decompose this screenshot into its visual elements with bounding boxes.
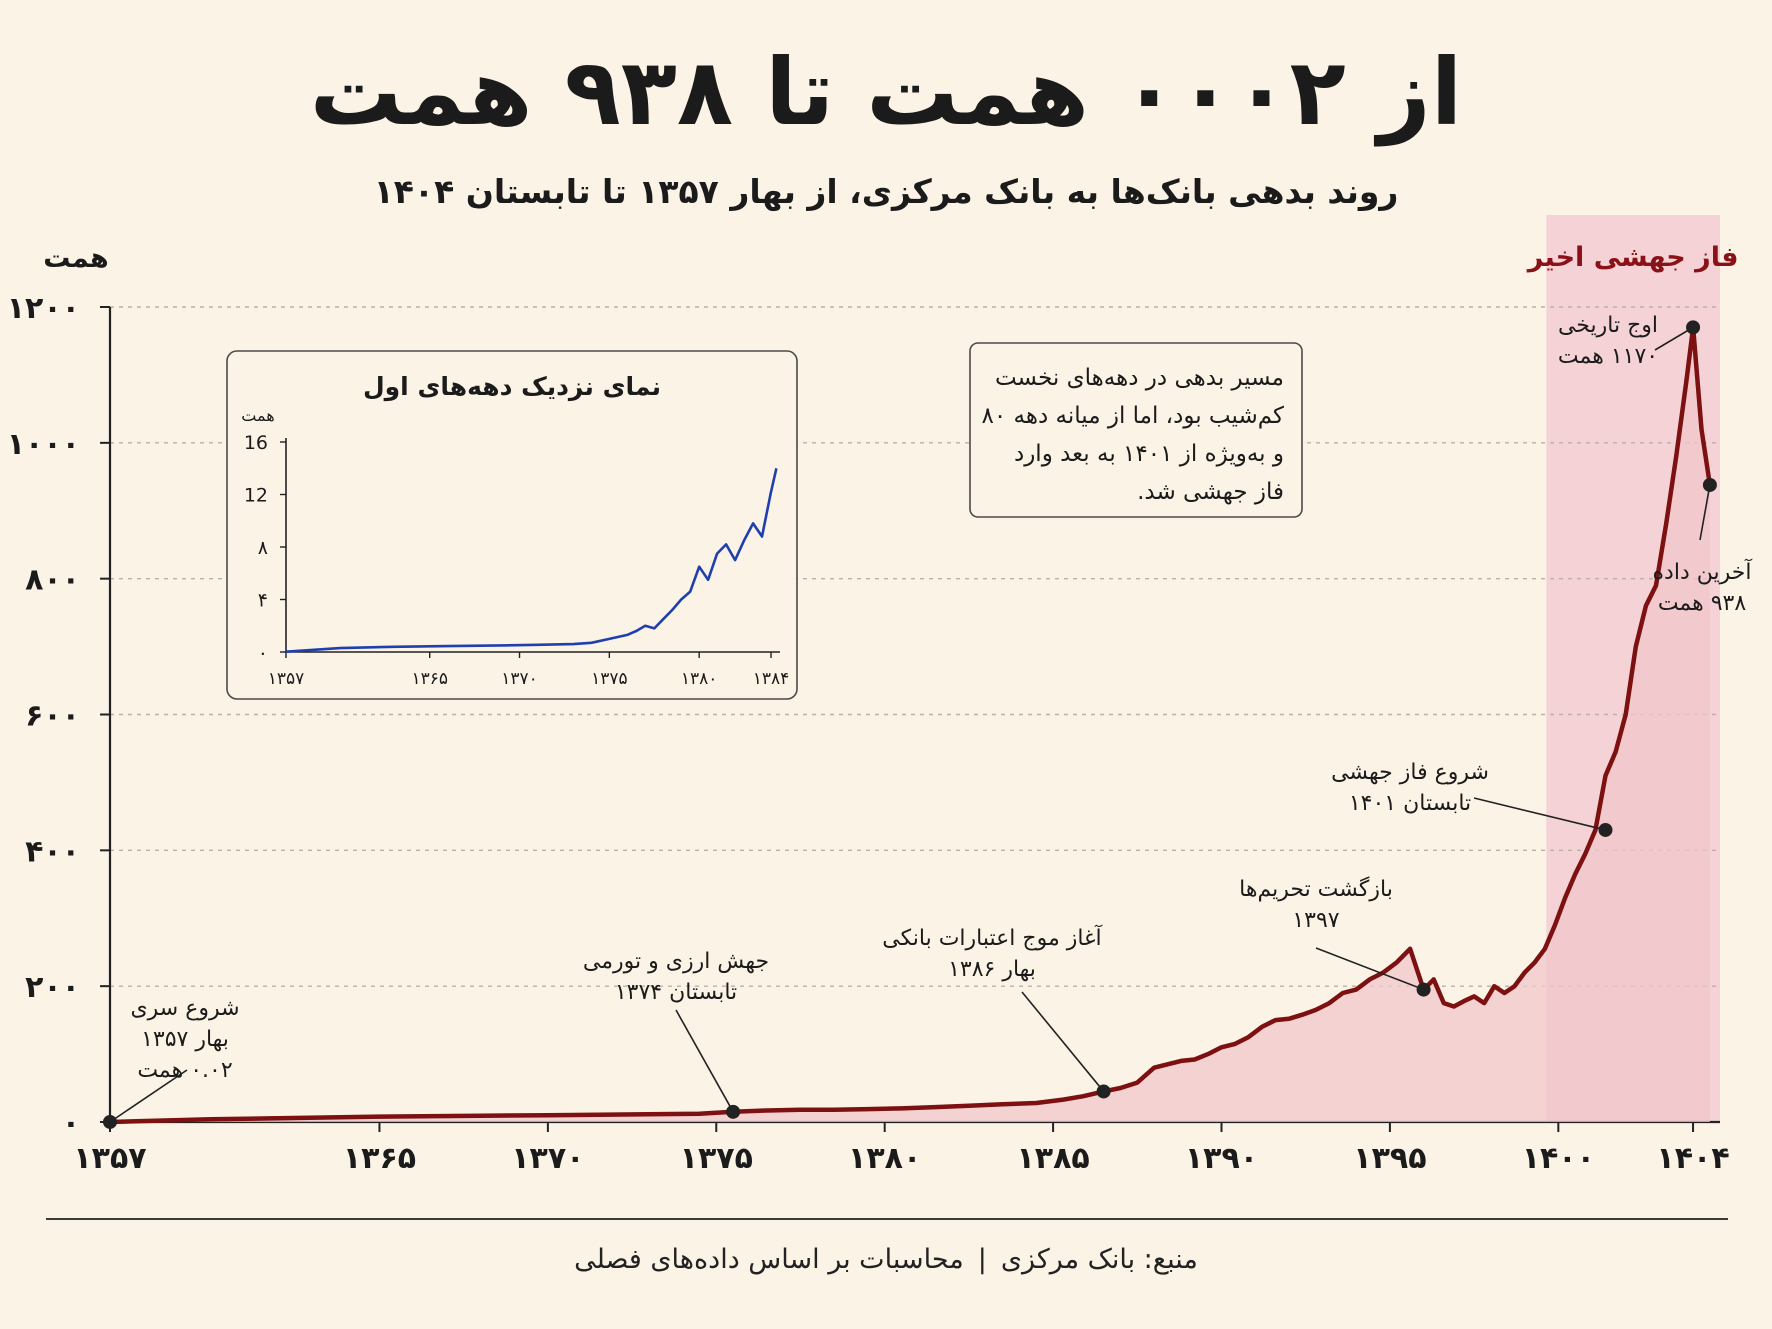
y-tick-label: ۸۰۰ — [25, 563, 80, 598]
annotation-label: ۱۳۹۷ — [1292, 908, 1339, 933]
x-tick-label: ۱۳۵۷ — [73, 1141, 146, 1176]
note-line: کم‌شیب بود، اما از میانه دهه ۸۰ — [981, 403, 1284, 429]
x-tick-label: ۱۴۰۴ — [1656, 1141, 1729, 1176]
inset-x-tick-label: ۱۳۷۰ — [501, 669, 538, 689]
annotation-label: تابستان ۱۴۰۱ — [1349, 791, 1471, 816]
annotation-leader — [1699, 484, 1711, 541]
y-tick-label: ۱۲۰۰ — [7, 291, 80, 326]
note-line: و به‌ویژه از ۱۴۰۱ به بعد وارد — [1014, 441, 1284, 467]
inset-y-tick-label: 12 — [244, 485, 268, 507]
inset-x-tick-label: ۱۳۶۵ — [411, 669, 448, 689]
annotation-label: ۹۳۸ همت — [1658, 591, 1747, 616]
annotation-dot — [103, 1114, 117, 1129]
annotation-leader — [675, 1009, 734, 1113]
source-label: منبع: بانک مرکزی — [1000, 1244, 1198, 1275]
inset-y-tick-label: 16 — [244, 432, 268, 454]
phase-band-label: فاز جهشی اخیر — [1526, 242, 1739, 273]
inset-box — [226, 350, 798, 700]
inset-x-tick-label: ۱۳۸۰ — [681, 669, 718, 689]
x-tick-label: ۱۳۹۰ — [1185, 1141, 1258, 1176]
annotation-dot — [1416, 982, 1431, 997]
inset-x-tick-label: ۱۳۷۵ — [591, 669, 628, 689]
annotation-leader — [1473, 797, 1606, 831]
annotation-leader — [1021, 991, 1105, 1092]
x-tick-label: ۱۳۸۵ — [1016, 1141, 1089, 1176]
y-axis-unit: همت — [43, 243, 108, 274]
annotation-leader — [1654, 326, 1694, 351]
annotation-dot — [1702, 477, 1717, 492]
x-tick-label: ۱۳۹۵ — [1353, 1141, 1426, 1176]
inset-y-unit: همت — [241, 406, 274, 425]
x-tick-label: ۱۳۷۰ — [511, 1141, 584, 1176]
annotation-label: بهار ۱۳۸۶ — [948, 957, 1036, 982]
series-line — [109, 325, 1713, 1125]
annotation-label: بهار ۱۳۵۷ — [141, 1027, 229, 1052]
annotation-dot — [1598, 822, 1613, 837]
annotation-dot — [1686, 320, 1701, 335]
inset-y-tick-label: ۰ — [258, 642, 268, 664]
y-tick-label: ۲۰۰ — [25, 970, 80, 1005]
annotation-leader — [1315, 947, 1424, 991]
series-area — [110, 327, 1710, 1122]
source-note: محاسبات بر اساس داده‌های فصلی — [574, 1244, 964, 1275]
x-tick-label: ۱۴۰۰ — [1522, 1141, 1595, 1176]
annotation-label: شروع فاز جهشی — [1331, 760, 1489, 785]
annotation-label: آخرین داده — [1653, 558, 1753, 585]
annotation-dot — [726, 1104, 741, 1119]
chart-subtitle: روند بدهی بانک‌ها به بانک مرکزی، از بهار… — [373, 172, 1399, 211]
note-box — [969, 342, 1303, 518]
x-tick-label: ۱۳۷۵ — [680, 1141, 753, 1176]
inset-y-tick-label: ۸ — [258, 537, 268, 559]
annotation-label: ۰.۰۲ همت — [137, 1058, 232, 1083]
annotation-label: تابستان ۱۳۷۴ — [615, 980, 737, 1005]
annotation-label: شروع سری — [130, 996, 239, 1021]
y-tick-label: ۶۰۰ — [25, 699, 80, 734]
x-tick-label: ۱۳۸۰ — [848, 1141, 921, 1176]
annotation-leader — [109, 1069, 188, 1123]
inset-title: نمای نزدیک دهه‌های اول — [363, 372, 661, 402]
y-tick-label: ۴۰۰ — [25, 834, 80, 869]
annotation-dot — [1096, 1084, 1111, 1099]
source-line: منبع: بانک مرکزی | محاسبات بر اساس داده‌ها… — [0, 1244, 1772, 1275]
chart-title: از ۰۰۰۲ همت تا ۹۳۸ همت — [309, 39, 1464, 146]
inset-series-line — [285, 468, 778, 653]
inset-x-tick-label: ۱۳۸۴ — [753, 669, 790, 689]
inset-x-tick-label: ۱۳۵۷ — [268, 669, 305, 689]
y-tick-label: ۱۰۰۰ — [7, 427, 80, 462]
annotation-label: اوج تاریخی — [1558, 313, 1658, 338]
annotation-label: ۱۱۷۰ همت — [1558, 344, 1658, 369]
x-tick-label: ۱۳۶۵ — [343, 1141, 416, 1176]
annotation-label: بازگشت تحریم‌ها — [1239, 876, 1393, 902]
source-separator: | — [977, 1244, 987, 1275]
note-line: فاز جهشی شد. — [1137, 479, 1284, 505]
annotation-label: آغاز موج اعتبارات بانکی — [882, 924, 1102, 951]
inset-y-tick-label: ۴ — [258, 590, 268, 612]
y-tick-label: ۰ — [62, 1106, 80, 1141]
footer-divider — [46, 1218, 1728, 1220]
note-line: مسیر بدهی در دهه‌های نخست — [995, 365, 1284, 391]
annotation-label: جهش ارزی و تورمی — [583, 949, 769, 974]
